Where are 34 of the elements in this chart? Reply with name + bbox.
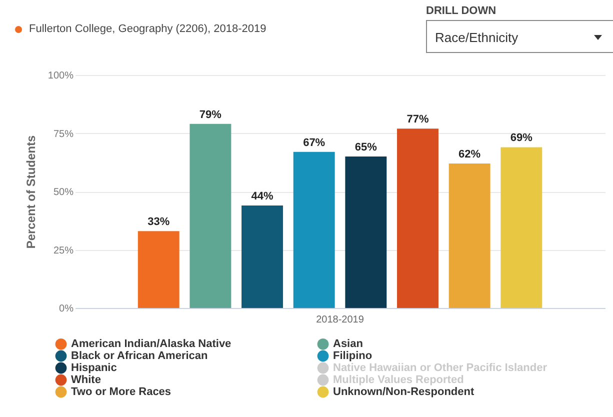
x-tick-label: 2018-2019 [316, 314, 364, 326]
data-label: 44% [251, 190, 274, 202]
y-axis-title: Percent of Students [24, 135, 38, 249]
bar [138, 231, 180, 308]
data-label: 67% [303, 136, 326, 149]
y-tick-label: 75% [53, 128, 74, 140]
legend-label: Hispanic [71, 362, 117, 374]
dropdown-field: Race/Ethnicity [426, 20, 613, 53]
legend-label: Unknown/Non-Respondent [333, 386, 474, 398]
data-label: 77% [406, 114, 429, 126]
bar [345, 156, 387, 308]
legend-label: Asian [333, 338, 364, 350]
y-tick-label: 0% [59, 304, 74, 314]
legend-label: American Indian/Alaska Native [71, 338, 232, 350]
legend-label: Black or African American [71, 350, 208, 362]
bar [397, 128, 438, 308]
data-label: 79% [199, 108, 222, 121]
bar [190, 124, 232, 308]
data-label: 65% [354, 142, 378, 154]
legend-label: White [71, 374, 101, 386]
data-label: 33% [148, 216, 170, 228]
y-tick-label: 25% [53, 245, 74, 256]
chart-title: Fullerton College, Geography (2206), 2018-2019 [29, 23, 266, 35]
text: DRILL DOWN [426, 5, 496, 17]
y-tick-label: 50% [53, 187, 74, 198]
bar [293, 152, 335, 308]
legend-label: Two or More Races [71, 386, 172, 398]
legend-label: Filipino [333, 350, 372, 362]
y-tick-label: 100% [48, 70, 74, 82]
data-label: 69% [510, 132, 533, 144]
data-label: 62% [458, 148, 481, 161]
bar [242, 205, 283, 308]
bar [500, 147, 542, 308]
bar [448, 164, 490, 308]
